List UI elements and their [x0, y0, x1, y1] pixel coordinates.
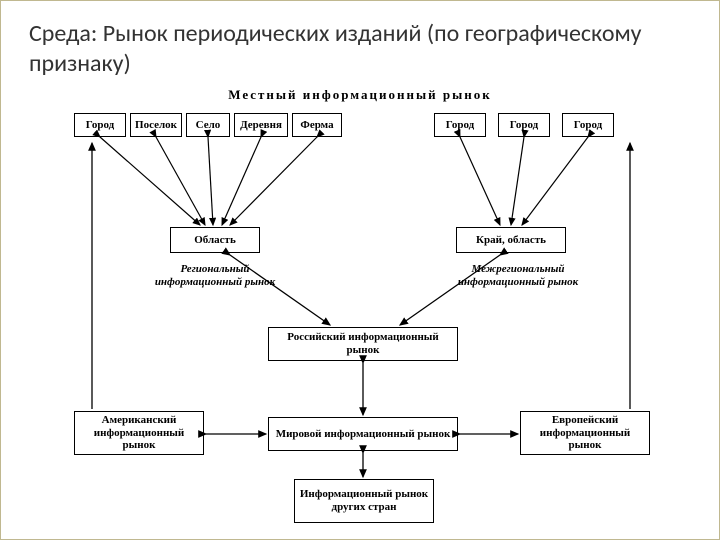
diagram-title: Местный информационный рынок: [30, 87, 690, 103]
node-city-r1: Город: [434, 113, 486, 137]
node-american: Американский информационный рынок: [74, 411, 204, 455]
node-city-r3: Город: [562, 113, 614, 137]
node-other: Информационный рынок других стран: [294, 479, 434, 523]
node-city-r2: Город: [498, 113, 550, 137]
node-city-1: Город: [74, 113, 126, 137]
node-selo: Село: [186, 113, 230, 137]
slide-title: Среда: Рынок периодических изданий (по г…: [29, 19, 691, 79]
diagram: Местный информационный рынок Город Посел…: [30, 87, 690, 527]
slide: Среда: Рынок периодических изданий (по г…: [0, 0, 720, 540]
node-russian: Российский информационный рынок: [268, 327, 458, 361]
label-interregional: Межрегиональный информационный рынок: [438, 263, 598, 288]
node-krai: Край, область: [456, 227, 566, 253]
node-town: Поселок: [130, 113, 182, 137]
node-world: Мировой информационный рынок: [268, 417, 458, 451]
node-farm: Ферма: [292, 113, 342, 137]
node-european: Европейский информационный рынок: [520, 411, 650, 455]
arrows-layer: [30, 87, 690, 527]
node-village: Деревня: [234, 113, 288, 137]
node-oblast: Область: [170, 227, 260, 253]
label-regional: Региональный информационный рынок: [140, 263, 290, 288]
